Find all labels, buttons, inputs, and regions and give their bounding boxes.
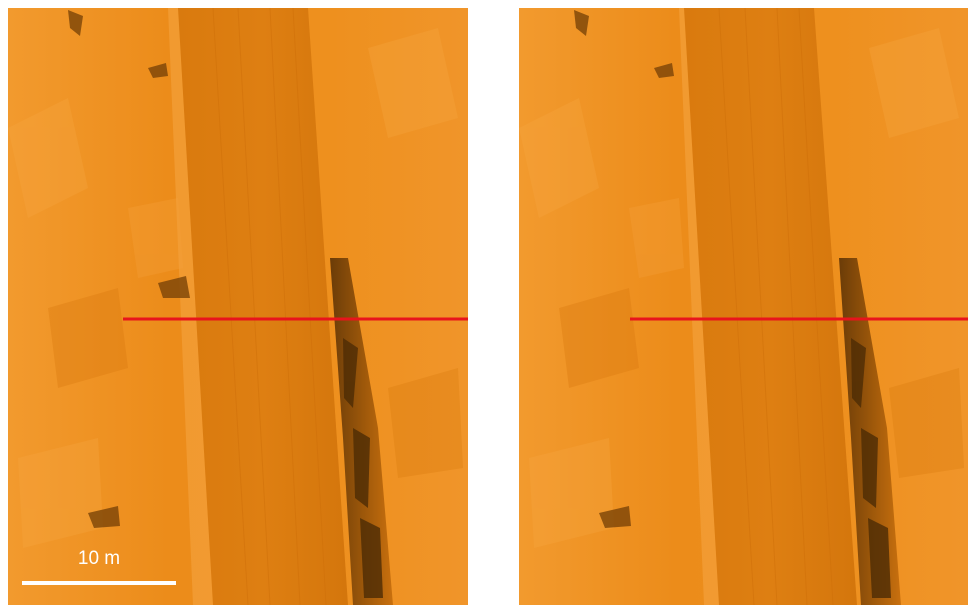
scale-bar: 10 m [22,548,176,588]
ditch-dark-facets [343,338,383,598]
road-surface [178,8,348,605]
scale-bar-line [22,581,176,585]
terrain-facets [519,28,964,548]
terrain-render-right [519,8,968,605]
road-tire-tracks [718,8,834,605]
terrain-panel-right [519,8,968,605]
terrain-render-left [8,8,468,605]
scale-bar-label: 10 m [77,548,121,569]
terrain-panel-left: 10 m [8,8,468,605]
terrain-pits [68,10,190,528]
terrain-facets [8,28,463,548]
road-tire-tracks [212,8,327,605]
terrain-pits [574,10,674,528]
ditch-dark-facets [851,338,891,598]
